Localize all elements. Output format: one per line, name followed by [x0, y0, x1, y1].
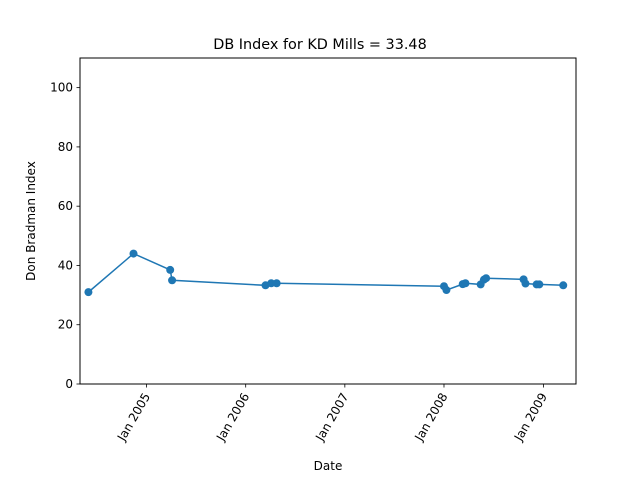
plot-area [84, 249, 568, 297]
data-point [442, 286, 451, 295]
data-point [461, 279, 470, 288]
chart-title: DB Index for KD Mills = 33.48 [213, 37, 426, 53]
data-point [559, 281, 568, 290]
y-tick-label: 0 [65, 377, 73, 391]
data-point [482, 274, 491, 283]
y-tick-label: 100 [50, 81, 73, 95]
y-tick-label: 20 [58, 318, 73, 332]
y-axis: 0 20 40 60 80 100 [50, 81, 80, 391]
y-tick-label: 60 [58, 199, 73, 213]
data-point [521, 279, 530, 288]
data-point [84, 288, 93, 297]
data-point [272, 279, 281, 288]
y-tick-label: 40 [58, 258, 73, 272]
y-tick-label: 80 [58, 140, 73, 154]
x-axis-label: Date [314, 459, 343, 473]
y-axis-label: Don Bradman Index [24, 161, 38, 281]
data-point [168, 276, 177, 285]
data-point [166, 265, 175, 274]
data-point [535, 280, 544, 289]
axes-frame [79, 57, 577, 385]
data-point [129, 249, 138, 258]
